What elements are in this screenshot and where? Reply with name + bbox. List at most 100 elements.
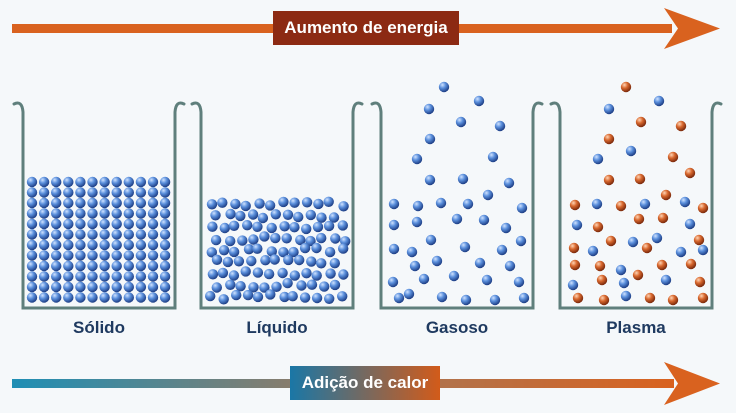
- solid-particle: [159, 197, 171, 209]
- liquid-particle: [266, 222, 277, 234]
- plasma-ion-particle: [620, 81, 632, 93]
- gas-particle: [436, 291, 448, 303]
- gas-particle: [504, 260, 516, 272]
- liquid-particle: [228, 246, 240, 258]
- liquid-particle: [289, 222, 300, 233]
- heat-arrow-head: [664, 362, 720, 405]
- solid-particle: [75, 187, 86, 198]
- solid-particle: [38, 208, 50, 219]
- liquid-particle: [230, 198, 241, 210]
- plasma-ion-particle: [615, 200, 627, 212]
- solid-particle: [111, 271, 122, 282]
- solid-particle: [111, 197, 122, 209]
- solid-particle: [111, 208, 122, 219]
- liquid-particle: [338, 201, 349, 212]
- solid-particle: [99, 229, 110, 240]
- liquid-particle: [282, 209, 294, 220]
- liquid-particle: [242, 220, 253, 231]
- plasma-ion-particle: [603, 174, 615, 186]
- solid-particle: [87, 260, 98, 272]
- gas-particle: [388, 219, 400, 231]
- gas-particle: [431, 255, 443, 267]
- solid-particle: [123, 208, 134, 219]
- gas-particle: [489, 294, 501, 306]
- liquid-particle: [225, 208, 236, 220]
- gas-particle: [513, 276, 525, 288]
- heat-label: Adição de calor: [301, 373, 429, 392]
- liquid-particle: [235, 210, 246, 222]
- liquid-particle: [282, 277, 293, 289]
- liquid-particle: [260, 255, 271, 266]
- solid-particle: [51, 271, 62, 282]
- liquid-particle: [299, 242, 311, 254]
- plasma-electron-particle: [615, 264, 627, 276]
- solid-particle: [111, 176, 122, 188]
- solid-particle: [135, 271, 147, 282]
- solid-particle: [63, 239, 74, 251]
- liquid-particle: [316, 258, 327, 269]
- plasma-ion-particle: [596, 274, 608, 286]
- solid-particle: [99, 176, 110, 188]
- plasma-ion-particle: [656, 259, 668, 271]
- solid-particle: [123, 218, 134, 230]
- solid-particle: [111, 260, 122, 272]
- gas-particle: [457, 173, 469, 185]
- solid-particle: [75, 218, 86, 230]
- solid-particle: [87, 187, 98, 198]
- solid-particle: [75, 239, 86, 251]
- solid-particle: [135, 239, 147, 251]
- plasma-electron-particle: [675, 246, 687, 258]
- plasma-ion-particle: [693, 234, 705, 246]
- solid-particle: [51, 208, 62, 219]
- liquid-particle: [218, 245, 230, 256]
- gas-particle: [451, 213, 463, 225]
- plasma-electron-particle: [592, 153, 604, 165]
- plasma-ion-particle: [667, 151, 679, 163]
- solid-particle: [135, 260, 147, 272]
- solid-particle: [38, 239, 50, 251]
- solid-particle: [111, 229, 122, 240]
- solid-particle: [111, 239, 122, 251]
- solid-particle: [147, 197, 159, 209]
- plasma-electron-particle: [653, 95, 665, 107]
- plasma-electron-particle: [591, 198, 603, 210]
- solid-particle: [99, 292, 110, 303]
- liquid-particle: [328, 212, 340, 223]
- plasma-electron-particle: [679, 196, 691, 208]
- gas-particle: [411, 153, 423, 165]
- solid-particle: [87, 281, 98, 293]
- solid-particle: [87, 239, 98, 251]
- gas-particle: [515, 235, 527, 247]
- plasma-electron-particle: [571, 219, 583, 231]
- solid-particle: [26, 229, 38, 240]
- gas-particle: [462, 198, 474, 210]
- gas-particle: [411, 216, 423, 228]
- container-liquid: [190, 101, 364, 310]
- energy-label-bg: [273, 11, 459, 45]
- solid-particle: [135, 218, 147, 230]
- solid-particle: [75, 260, 86, 272]
- solid-particle: [26, 260, 38, 272]
- solid-particle: [63, 176, 74, 188]
- solid-particle: [26, 250, 38, 261]
- liquid-particle: [264, 200, 276, 211]
- liquid-particle: [301, 223, 312, 235]
- liquid-particles: [205, 196, 351, 305]
- solid-particle: [63, 218, 74, 230]
- liquid-particle: [316, 212, 327, 223]
- solid-particle: [87, 250, 98, 261]
- solid-particle: [123, 197, 134, 209]
- plasma-ion-particle: [685, 258, 697, 270]
- energy-arrow: [12, 8, 720, 49]
- liquid-particle: [323, 196, 334, 207]
- container-solid: [12, 101, 186, 310]
- liquid-particle: [305, 235, 316, 247]
- gas-particle: [460, 294, 472, 306]
- solid-particle: [26, 292, 38, 303]
- solid-particle: [147, 176, 159, 188]
- energy-label: Aumento de energia: [284, 18, 448, 37]
- solid-particle: [99, 250, 110, 261]
- liquid-particle: [301, 268, 312, 279]
- solid-particle: [99, 281, 110, 293]
- liquid-particle: [281, 233, 292, 244]
